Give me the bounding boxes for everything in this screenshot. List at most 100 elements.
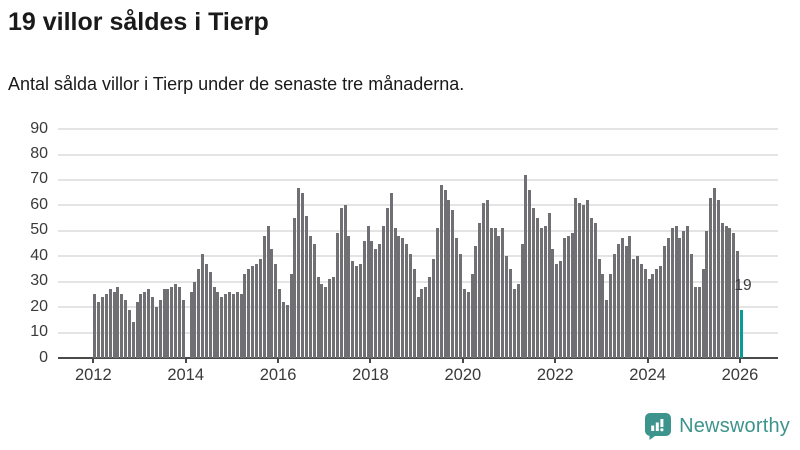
bar [689,253,693,358]
bar [609,274,613,358]
bar [628,235,632,358]
bar [181,299,185,358]
bar [408,253,412,358]
bar [597,258,601,358]
page-title: 19 villor såldes i Tierp [8,8,269,36]
bar [643,268,647,358]
bar [439,185,443,358]
bar [297,187,301,358]
bar [131,322,135,358]
bar [162,289,166,358]
bar [220,296,224,358]
bar [639,263,643,358]
y-axis-tick-label: 80 [30,145,48,163]
bar [620,238,624,358]
bar [647,279,651,358]
bar [482,202,486,358]
bar [254,263,258,358]
bar [566,235,570,358]
x-axis-tickmark [92,358,95,363]
bar [693,286,697,358]
x-axis-tick-label: 2022 [536,366,574,384]
bar [189,291,193,358]
x-axis-tickmark [738,358,741,363]
bar [624,246,628,358]
bar [505,256,509,358]
bar [108,289,112,358]
bar [393,228,397,358]
bar [551,248,555,358]
bar [443,190,447,358]
bar [559,261,563,358]
bar [320,284,324,358]
x-axis-tickmark [277,358,280,363]
bar [154,307,158,358]
bar [351,261,355,358]
chart-subtitle: Antal sålda villor i Tierp under de sena… [8,74,465,94]
bar [347,235,351,358]
bar [382,225,385,358]
bar [143,291,147,358]
gridline [58,229,778,232]
y-axis-tick-label: 30 [30,272,48,290]
bar [636,256,640,358]
bar [528,190,532,358]
bar [208,271,212,358]
bar [524,174,528,358]
bar [193,281,197,358]
bar [632,258,636,358]
bar [281,302,285,358]
bar [389,192,393,358]
bar [166,289,170,358]
bar [485,200,489,358]
bar [605,299,609,358]
bar [135,302,139,358]
bar [732,233,736,358]
x-axis-tickmark [369,358,372,363]
bar [713,187,717,358]
y-axis-tick-label: 70 [30,170,48,188]
bar [520,243,524,358]
bar [274,263,278,358]
bar [224,294,228,358]
bar [455,238,459,358]
bar [147,289,151,358]
bar [659,266,663,358]
bar [593,223,597,358]
bar [339,207,343,358]
bar [308,235,312,358]
bar [201,253,205,358]
x-axis-tick-label: 2012 [74,366,112,384]
bar [501,228,505,358]
bar [451,210,455,358]
bar [258,258,262,358]
brand-footer: Newsworthy [645,413,790,440]
bar [358,263,362,358]
bar [678,238,682,358]
x-axis-tick-label: 2020 [444,366,482,384]
bar [562,238,566,358]
bar [331,276,335,358]
bar [266,225,270,358]
newsworthy-logo-icon [645,413,672,440]
bar [666,238,670,358]
bar [720,223,724,358]
y-axis-tick-label: 10 [30,323,48,341]
bar [458,253,462,358]
bar [93,294,97,358]
y-axis-tick-label: 20 [30,297,48,315]
x-axis-tickmark [554,358,557,363]
gridline [58,255,778,258]
bar [428,276,432,358]
bar [239,294,243,358]
bar [116,286,120,358]
bar [120,294,124,358]
bar [370,241,374,358]
bar [112,291,116,358]
bar [424,286,428,358]
bar [301,192,305,358]
bar [401,238,405,358]
bar [100,296,104,358]
y-axis-tick-label: 0 [39,348,48,366]
bar [512,289,516,358]
